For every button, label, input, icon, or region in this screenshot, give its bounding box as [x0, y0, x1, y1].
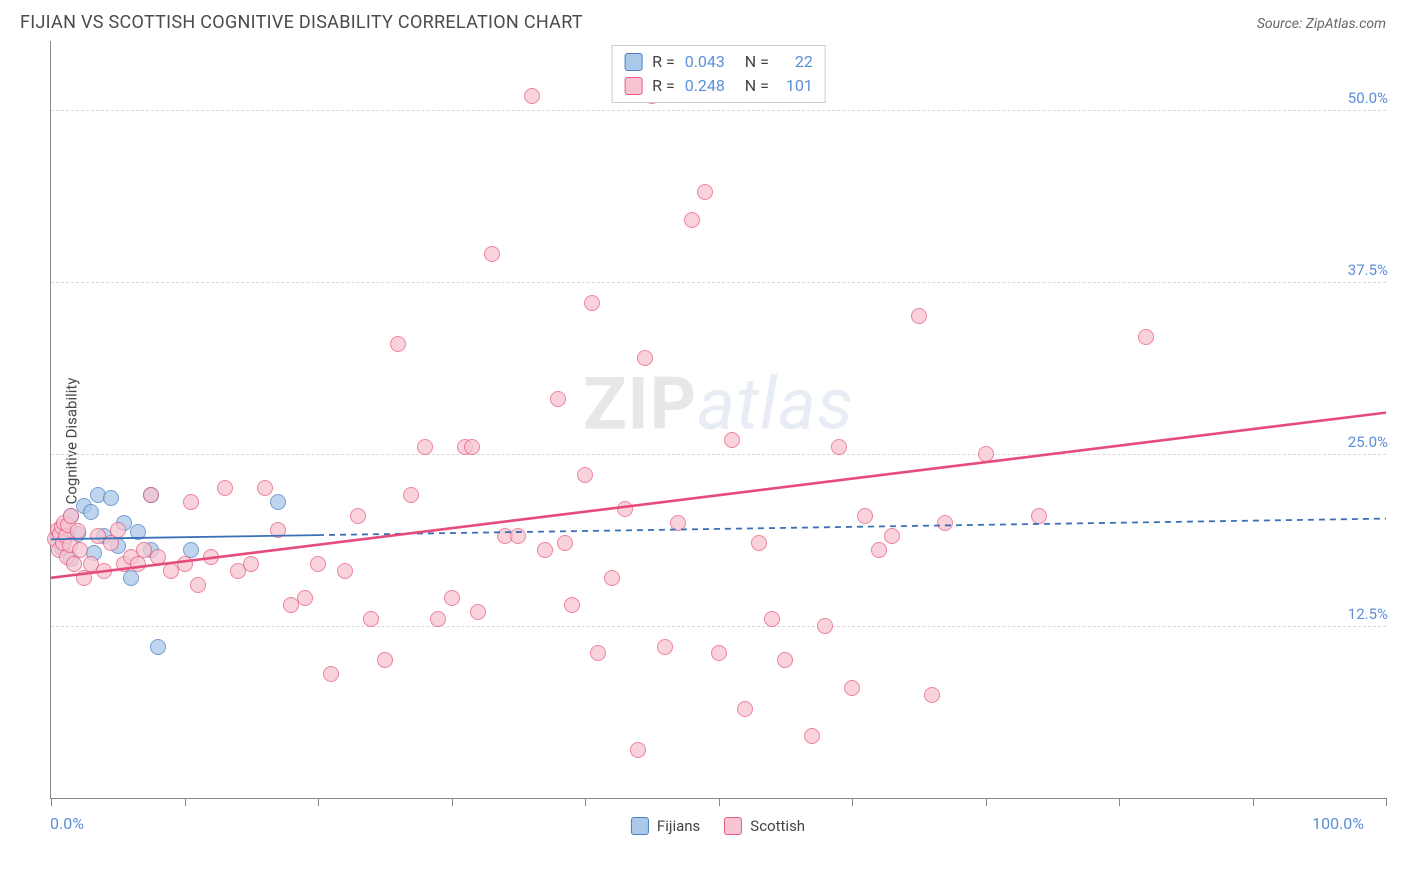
x-tick [1119, 798, 1120, 806]
legend-item-scottish: Scottish [724, 817, 805, 835]
stats-r-label: R = [652, 50, 675, 74]
correlation-stats-box: R = 0.043 N = 22 R = 0.248 N = 101 [611, 45, 826, 103]
x-tick [719, 798, 720, 806]
x-tick [585, 798, 586, 806]
x-axis-min-label: 0.0% [50, 814, 84, 833]
stats-n-label: N = [745, 74, 769, 98]
trendline-fijians-dashed [318, 519, 1386, 536]
legend: Fijians Scottish [631, 817, 805, 835]
stats-row-fijians: R = 0.043 N = 22 [624, 50, 813, 74]
source-label: Source: ZipAtlas.com [1257, 16, 1386, 32]
stats-swatch-fijians [624, 53, 642, 71]
plot-svg-layer [51, 41, 1386, 798]
legend-swatch-fijians [631, 817, 649, 835]
x-tick [51, 798, 52, 806]
legend-label-scottish: Scottish [750, 817, 805, 835]
x-tick [1253, 798, 1254, 806]
stats-n-value-scottish: 101 [779, 74, 813, 98]
trendline-scottish [51, 413, 1386, 578]
x-tick [852, 798, 853, 806]
legend-swatch-scottish [724, 817, 742, 835]
legend-label-fijians: Fijians [657, 817, 700, 835]
x-tick [185, 798, 186, 806]
stats-swatch-scottish [624, 77, 642, 95]
x-tick [986, 798, 987, 806]
x-tick [452, 798, 453, 806]
chart-container: Cognitive Disability ZIPatlas R =0.043N … [50, 41, 1386, 841]
stats-r-label: R = [652, 74, 675, 98]
legend-item-fijians: Fijians [631, 817, 700, 835]
stats-n-value-fijians: 22 [779, 50, 813, 74]
stats-r-value-scottish: 0.248 [685, 74, 735, 98]
trendline-fijians-solid [51, 535, 318, 539]
chart-title: FIJIAN VS SCOTTISH COGNITIVE DISABILITY … [20, 12, 583, 33]
plot-area: ZIPatlas R =0.043N =22R =0.248N =101 12.… [50, 41, 1386, 799]
x-axis-max-label: 100.0% [1312, 814, 1364, 833]
stats-row-scottish: R = 0.248 N = 101 [624, 74, 813, 98]
stats-r-value-fijians: 0.043 [685, 50, 735, 74]
x-tick [1386, 798, 1387, 806]
x-tick [318, 798, 319, 806]
stats-n-label: N = [745, 50, 769, 74]
